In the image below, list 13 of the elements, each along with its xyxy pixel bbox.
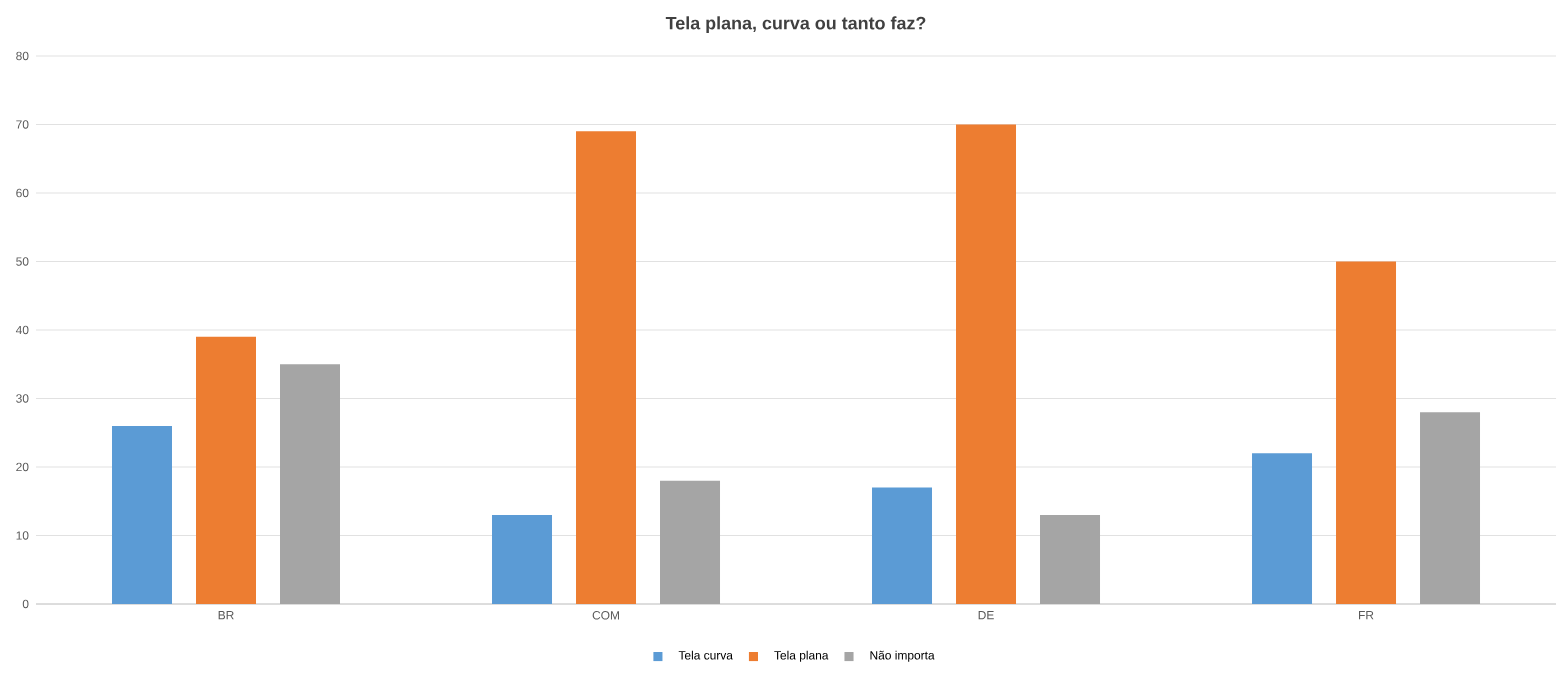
- bar: [280, 364, 340, 604]
- bar: [492, 514, 553, 604]
- bar: [576, 131, 637, 604]
- bar: [660, 480, 721, 604]
- bar: [956, 124, 1017, 604]
- bar: [196, 336, 256, 604]
- bar: [1420, 412, 1481, 604]
- bar: [1252, 453, 1313, 604]
- bar: [872, 487, 933, 604]
- bar: [112, 425, 172, 604]
- bar: [1040, 514, 1101, 604]
- chart-title: Tela plana, curva ou tanto faz?: [665, 16, 926, 33]
- bar: [1336, 261, 1397, 604]
